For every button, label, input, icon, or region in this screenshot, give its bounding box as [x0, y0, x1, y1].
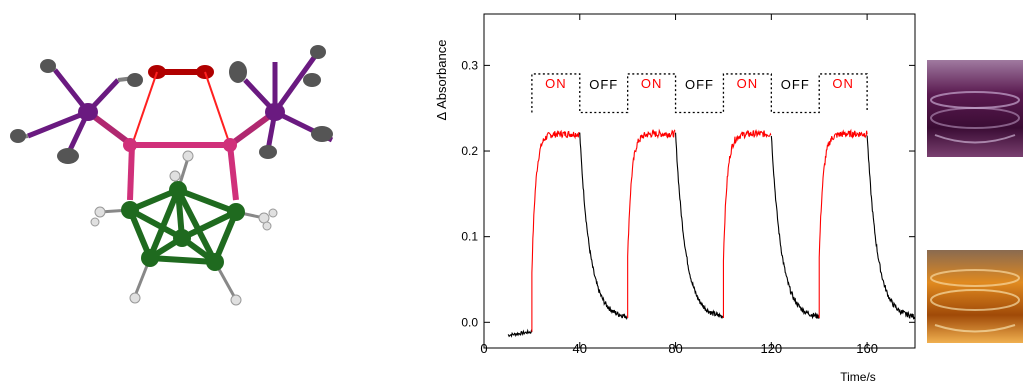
- x-tick-label: 160: [856, 341, 878, 356]
- y-tick-label: 0.1: [461, 230, 478, 244]
- x-tick-label: 80: [668, 341, 682, 356]
- o-metal-bond: [204, 71, 231, 146]
- on-label: ON: [737, 76, 759, 91]
- off-series-trace: [675, 132, 724, 319]
- carbon-atom: [311, 126, 333, 142]
- hydrogen-atom: [258, 212, 270, 224]
- hydrogen-atom: [230, 294, 242, 306]
- y-tick-label: 0.2: [461, 144, 478, 158]
- hydrogen-atom: [268, 208, 278, 218]
- metal-cage-bond: [127, 144, 135, 201]
- boron-atom: [227, 203, 245, 221]
- on-label: ON: [641, 76, 663, 91]
- plot-frame: [483, 13, 916, 349]
- o-metal-bond: [131, 71, 158, 146]
- absorbance-chart: ON OFF ON OFF ON OFF ON 0.0 0.1 0.2 0.3 0 40 80 120 1…: [434, 13, 916, 384]
- x-axis-label: Time/s: [840, 370, 876, 384]
- baseline-trace: [507, 328, 533, 338]
- carbon-atom: [127, 73, 143, 87]
- on-label: ON: [832, 76, 854, 91]
- carbon-atom: [40, 59, 56, 73]
- boron-atom: [169, 181, 187, 199]
- on-series-trace: [722, 129, 772, 319]
- right-phosphine: [229, 45, 334, 159]
- x-tick-label: 40: [573, 341, 587, 356]
- hydrogen-atom: [90, 217, 100, 227]
- hydrogen-atom: [129, 292, 141, 304]
- boron-atom: [173, 229, 191, 247]
- carbon-atom: [10, 129, 26, 143]
- x-tick-label: 120: [760, 341, 782, 356]
- boron-atom: [141, 249, 159, 267]
- y-tick-label: 0.0: [461, 315, 478, 329]
- hydrogen-atom: [262, 221, 272, 231]
- y-axis: 0.0 0.1 0.2 0.3: [461, 58, 915, 329]
- carbon-atom: [259, 145, 277, 159]
- on-label: ON: [545, 76, 567, 91]
- x-axis: 0 40 80 120 160: [480, 14, 878, 356]
- off-label: OFF: [685, 77, 714, 92]
- hydrogen-atom: [169, 170, 181, 182]
- left-phosphine: [10, 59, 143, 164]
- on-series-trace: [531, 129, 580, 332]
- carbon-atom: [310, 45, 326, 59]
- carbon-atom: [303, 73, 321, 87]
- photo-off-state: [927, 250, 1023, 343]
- y-tick-label: 0.3: [461, 58, 478, 72]
- hydrogen-atom: [94, 206, 106, 218]
- data-series: [507, 128, 916, 338]
- vial-photo-orange: [927, 250, 1023, 343]
- boron-atom: [206, 253, 224, 271]
- carbon-atom: [57, 148, 79, 164]
- off-label: OFF: [781, 77, 810, 92]
- on-series-trace: [627, 128, 676, 319]
- on-off-labels: ON OFF ON OFF ON OFF ON: [545, 76, 854, 92]
- photo-on-state: [927, 60, 1023, 157]
- metal-atom: [123, 138, 137, 152]
- off-series-trace: [770, 135, 820, 320]
- phosphorus-atom: [78, 103, 98, 121]
- on-series-trace: [818, 128, 868, 319]
- x-tick-label: 0: [480, 341, 487, 356]
- off-label: OFF: [589, 77, 618, 92]
- metal-atom: [223, 138, 237, 152]
- metal-cage-bond: [227, 144, 239, 201]
- carbon-atom: [229, 61, 247, 83]
- boron-atom: [121, 201, 139, 219]
- hydrogen-atom: [182, 150, 194, 162]
- molecular-structure: [10, 45, 334, 306]
- phosphorus-atom: [265, 103, 285, 121]
- y-axis-label: Δ Absorbance: [434, 40, 449, 121]
- off-series-trace: [579, 132, 628, 320]
- off-series-trace: [866, 135, 916, 320]
